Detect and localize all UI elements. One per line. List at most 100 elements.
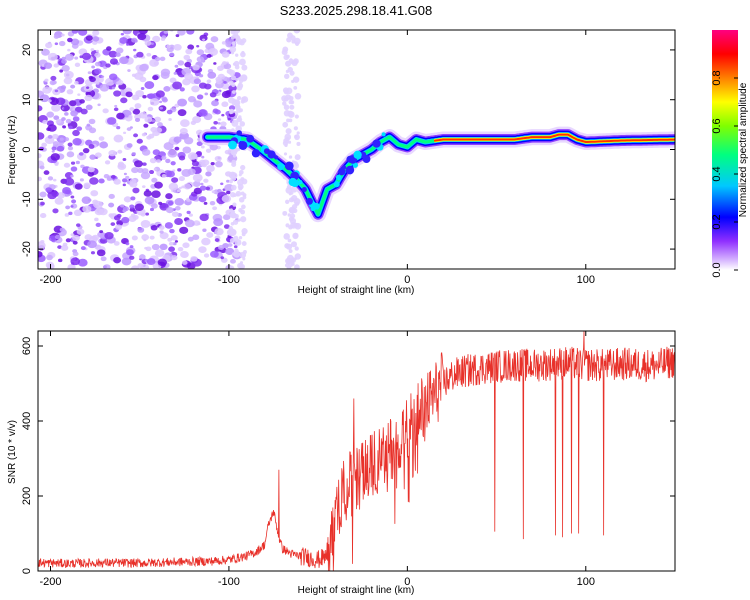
spectrogram-noise-blob: [129, 255, 135, 260]
spectrogram-noise-blob: [57, 258, 63, 263]
spectrogram-noise-blob: [122, 30, 132, 35]
spectrogram-noise-blob: [141, 234, 150, 241]
spectrogram-noise-blob: [51, 146, 57, 151]
spectrogram-noise-blob: [193, 99, 197, 102]
spectrogram-noise-blob: [152, 149, 161, 156]
spectrogram-noise-blob: [217, 65, 224, 71]
spectrogram-ridge-blob: [335, 174, 342, 181]
spectrogram-noise-blob: [221, 90, 231, 99]
spectrogram-y-ticks: -20 -10 0 10 20: [21, 44, 675, 257]
spectrogram-noise-blob: [79, 99, 85, 104]
spectrogram-streak-blob: [284, 133, 292, 141]
spectrogram-noise-blob: [123, 172, 127, 176]
spectrogram-noise-blob: [74, 183, 83, 190]
spectrogram-noise-blob: [173, 71, 178, 75]
spectrogram-noise-blob: [120, 204, 125, 208]
spectrogram-noise-blob: [206, 79, 212, 84]
spectrogram-noise-blob: [196, 94, 204, 100]
spectrogram-noise-blob: [113, 257, 122, 264]
spectrogram-noise-blob: [70, 233, 75, 237]
spectrogram-streak-blob: [288, 249, 293, 254]
spectrogram-streak-blob: [282, 140, 289, 146]
colorbar-tick-label: 0.4: [711, 166, 723, 181]
colorbar-ticks: 0.0 0.2 0.4 0.6 0.8: [711, 70, 738, 278]
spectrogram-noise-blob: [214, 155, 222, 162]
spectrogram-noise-blob: [127, 69, 131, 72]
spectrogram-noise-blob: [149, 235, 155, 240]
spectrogram-noise-blob: [87, 166, 95, 173]
spectrogram-noise-blob: [81, 196, 92, 204]
spectrogram-noise-blob: [54, 197, 64, 205]
spectrogram-noise-blob: [38, 176, 43, 182]
spectrogram-ridge-blob: [267, 150, 276, 159]
spectrogram-noise-blob: [187, 236, 194, 242]
spectrogram-noise-blob: [168, 118, 172, 121]
spectrogram-streak-blob: [285, 243, 293, 250]
spectrogram-noise-blob: [65, 238, 71, 243]
spectrogram-noise-blob: [217, 122, 221, 125]
spectrogram-streak-blob: [229, 111, 233, 115]
spectrogram-noise-blob: [89, 76, 96, 83]
spectrogram-streak-blob: [287, 213, 292, 217]
spectrogram-noise-blob: [136, 138, 143, 144]
spectrogram-streak-blob: [242, 250, 247, 255]
spectrogram-streak-blob: [288, 206, 296, 214]
spectrogram-noise-blob: [94, 217, 99, 222]
spectrogram-noise-blob: [168, 182, 179, 191]
spectrogram-noise-blob: [68, 211, 73, 216]
spectrogram-noise-blob: [146, 258, 156, 266]
spectrogram-noise-blob: [38, 250, 43, 258]
spectrogram-noise-blob: [206, 53, 212, 58]
spectrogram-noise-blob: [196, 150, 202, 156]
spectrogram-noise-blob: [217, 118, 222, 121]
spectrogram-noise-blob: [172, 242, 177, 246]
spectrogram-noise-blob: [57, 245, 62, 249]
spectrogram-noise-blob: [99, 237, 108, 244]
spectrogram-noise-blob: [56, 192, 65, 199]
spectrogram-noise-blob: [54, 89, 59, 93]
spectrogram-ridge-core: [433, 133, 675, 143]
spectrogram-noise-blob: [131, 235, 138, 241]
spectrogram-noise-blob: [135, 90, 145, 98]
spectrogram-ridge: [199, 126, 675, 223]
spectrogram-noise-blob: [44, 78, 49, 82]
spectrogram-noise-blob: [108, 213, 114, 218]
spectrogram-noise-blob: [210, 161, 215, 166]
spectrogram-noise-blob: [106, 46, 112, 51]
snr-y-tick-label: 0: [21, 568, 33, 574]
spectrogram-noise-blob: [150, 126, 158, 133]
spectrogram-noise-blob: [113, 178, 121, 185]
spectrogram-noise-blob: [151, 190, 161, 199]
spectrogram-noise-blob: [191, 85, 200, 93]
spectrogram-noise-blob: [165, 193, 173, 200]
spectrogram-noise-blob: [198, 246, 207, 253]
spectrogram-streak-blob: [229, 238, 236, 244]
spectrogram-noise-blob: [167, 149, 178, 158]
spectrogram-noise-blob: [145, 212, 150, 216]
spectrogram-noise-blob: [150, 42, 154, 45]
spectrogram-noise-blob: [213, 218, 224, 227]
spectrogram-noise-blob: [99, 83, 110, 92]
spectrogram-streak-blob: [231, 119, 239, 127]
spectrogram-noise-blob: [76, 126, 83, 131]
spectrogram-noise-blob: [39, 191, 47, 198]
spectrogram-noise-blob: [174, 64, 179, 68]
spectrogram-noise-blob: [38, 153, 42, 159]
spectrogram-noise-blob: [85, 35, 93, 41]
spectrogram-noise-blob: [38, 132, 45, 140]
spectrogram-noise-blob: [211, 190, 216, 194]
spectrogram-noise-blob: [171, 211, 179, 217]
spectrogram-streak-blob: [230, 175, 237, 182]
spectrogram-noise-blob: [148, 133, 155, 139]
spectrogram-noise-blob: [203, 253, 210, 258]
spectrogram-streak-blob: [241, 50, 245, 55]
spectrogram-noise-blob: [129, 107, 135, 112]
spectrogram-noise-blob: [226, 179, 230, 183]
spectrogram-streak-blob: [286, 184, 292, 190]
spectrogram-streak-blob: [291, 79, 295, 84]
spectrogram-noise-blob: [180, 251, 189, 259]
spectrogram-noise-blob: [47, 191, 57, 200]
spectrogram-streak-blob: [230, 51, 235, 55]
spectrogram-streak-blob: [294, 264, 300, 269]
